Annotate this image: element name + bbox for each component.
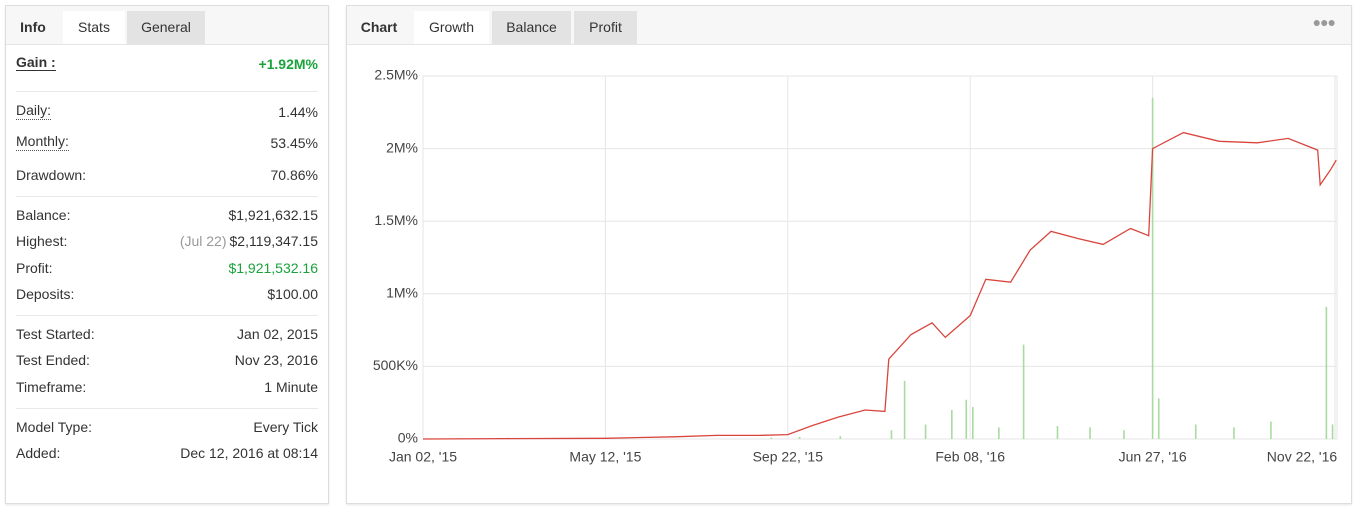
stat-value-text: $2,119,347.15 (229, 233, 319, 249)
stat-label: Drawdown: (16, 167, 87, 183)
stat-label: Test Ended: (16, 352, 90, 368)
chart-panel: Chart Growth Balance Profit ●●● (346, 5, 1352, 504)
stat-value: 53.45% (271, 133, 318, 153)
stat-value: $1,921,632.15 (228, 205, 318, 225)
tab[interactable]: General (127, 11, 205, 44)
stat-value: Dec 12, 2016 at 08:14 (180, 443, 318, 463)
stat-row: Test Ended: Nov 23, 2016 (16, 350, 318, 370)
stat-value: Nov 23, 2016 (235, 350, 318, 370)
stat-value-text: Every Tick (253, 419, 318, 435)
stat-row: Model Type: Every Tick (16, 417, 318, 437)
stat-row: Profit: $1,921,532.16 (16, 258, 318, 278)
gain-row: Gain : +1.92M% (16, 54, 318, 74)
stat-row: Monthly: 53.45% (16, 133, 318, 153)
gain-label: Gain : (16, 54, 56, 71)
separator (16, 196, 318, 197)
stat-label: Monthly: (16, 133, 69, 151)
stat-label: Timeframe: (16, 379, 87, 395)
stat-value: 1.44% (278, 102, 318, 122)
tab: Info (20, 19, 46, 35)
stat-value-text: Nov 23, 2016 (234, 352, 318, 368)
tab-bar: Info Stats General (6, 6, 328, 45)
stat-value-text: $100.00 (267, 286, 318, 302)
stat-label: Highest: (16, 233, 68, 249)
stat-row: Test Started: Jan 02, 2015 (16, 324, 318, 344)
stat-label: Added: (16, 445, 61, 461)
stat-row: Added: Dec 12, 2016 at 08:14 (16, 443, 318, 463)
stat-row: Daily: 1.44% (16, 102, 318, 122)
stat-row: Deposits: $100.00 (16, 284, 318, 304)
stat-row: Highest: (Jul 22) $2,119,347.15 (16, 231, 318, 251)
stat-value-text: 1.44% (278, 104, 318, 120)
stat-value: (Jul 22) $2,119,347.15 (180, 231, 318, 251)
menu-icon[interactable]: ●●● (1312, 14, 1336, 30)
stat-value: 1 Minute (264, 377, 318, 397)
stat-label: Profit: (16, 260, 53, 276)
stat-value: Jan 02, 2015 (237, 324, 318, 344)
stat-row: Drawdown: 70.86% (16, 165, 318, 185)
stat-value-text: $1,921,632.15 (228, 207, 318, 223)
tab[interactable]: Profit (574, 11, 637, 44)
separator (16, 315, 318, 316)
separator (16, 91, 318, 92)
stat-value-text: Jan 02, 2015 (237, 326, 318, 342)
stat-row: Timeframe: 1 Minute (16, 377, 318, 397)
tab-bar: Chart Growth Balance Profit (347, 6, 1351, 45)
tab[interactable]: Growth (414, 11, 489, 44)
stat-value-text: Dec 12, 2016 at 08:14 (180, 445, 318, 461)
stat-label: Deposits: (16, 286, 75, 302)
tab[interactable]: Stats (63, 11, 125, 44)
stat-value-text: $1,921,532.16 (228, 260, 318, 276)
stat-value: Every Tick (253, 417, 318, 437)
gain-value: +1.92M% (258, 56, 318, 72)
stat-value-text: 70.86% (270, 167, 318, 183)
stat-value: $1,921,532.16 (228, 258, 318, 278)
stat-value-text: 53.45% (270, 135, 318, 151)
stat-label: Daily: (16, 102, 52, 120)
stat-label: Model Type: (16, 419, 93, 435)
stat-value-text: 1 Minute (264, 379, 318, 395)
stats-panel: Info Stats General Gain : +1.92M% Daily: 1.44… (5, 5, 329, 504)
stat-label: Balance: (16, 207, 71, 223)
stat-label: Test Started: (16, 326, 95, 342)
stat-value: 70.86% (271, 165, 318, 185)
stat-row: Balance: $1,921,632.15 (16, 205, 318, 225)
stat-value: $100.00 (267, 284, 318, 304)
tab: Chart (360, 19, 398, 35)
stat-note: (Jul 22) (179, 233, 227, 249)
separator (16, 408, 318, 409)
tab[interactable]: Balance (492, 11, 571, 44)
